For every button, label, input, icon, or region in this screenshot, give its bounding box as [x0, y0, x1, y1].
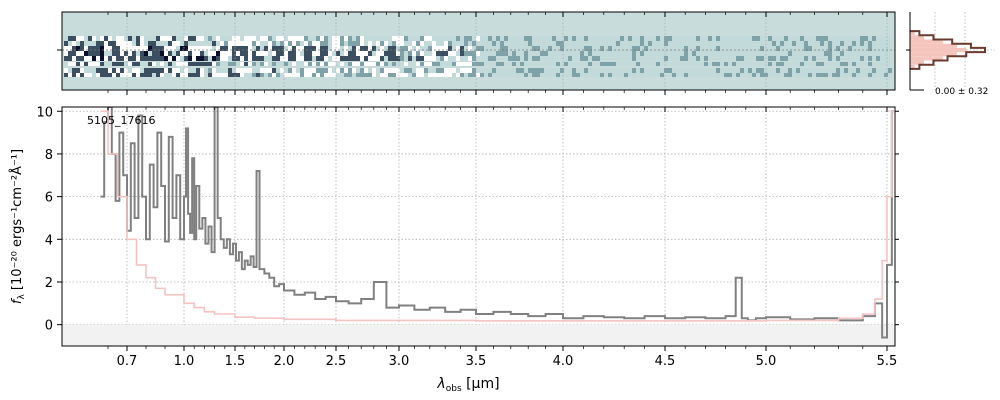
x-tick-label: 5.5 [877, 354, 898, 369]
y-axis-label: fλ [10⁻²⁰ ergs⁻¹cm⁻²Å⁻¹] [9, 149, 27, 304]
spectrum-2d-pixels [64, 36, 892, 77]
residual-histogram-panel: 0.00 ± 0.32 [906, 12, 995, 97]
x-tick-label: 1.5 [225, 354, 246, 369]
histogram-fill-bar [910, 56, 943, 61]
spectrum-1d-frame [61, 106, 896, 347]
histogram-fill-bar [910, 47, 967, 53]
histogram-fill-bars [910, 31, 967, 69]
histogram-fill-bar [910, 35, 925, 40]
x-tick-label: 4.5 [655, 354, 676, 369]
x-tick-label: 4.0 [553, 354, 574, 369]
series-group [100, 107, 894, 339]
histogram-fill-bar [910, 52, 957, 57]
x-tick-label: 0.7 [117, 354, 138, 369]
spectrum-2d-panel [57, 11, 896, 95]
x-tick-label: 2.0 [274, 354, 295, 369]
histogram-fill-bar [910, 31, 915, 36]
uncertainty-series-line [100, 110, 894, 322]
histogram-fill-bar [910, 39, 943, 44]
y-tick-label: 8 [45, 148, 53, 163]
x-tick-label: 3.5 [466, 354, 487, 369]
x-tick-label: 1.0 [174, 354, 195, 369]
flux-series-line [100, 107, 894, 339]
y-tick-label: 10 [36, 105, 53, 120]
histogram-fill-bar [910, 64, 915, 69]
object-id-annotation: 5105_17616 [87, 114, 156, 127]
y-tick-label: 4 [45, 233, 53, 248]
zero-band [62, 324, 895, 346]
spectrum-1d-panel: 0.7 1.0 1.5 2.0 2.5 3.0 3.5 4.0 4.5 5.0 5.5 0 2 4 6 8 10… [9, 105, 899, 394]
y-tick-label: 0 [45, 319, 53, 334]
x-axis-label: λobs [μm] [436, 376, 499, 394]
y-tick-label: 2 [45, 276, 53, 291]
histogram-stat-label: 0.00 ± 0.32 [935, 87, 988, 97]
x-tick-label: 5.0 [756, 354, 777, 369]
spectrum-2d-frame [61, 11, 896, 91]
x-tick-label: 3.0 [389, 354, 410, 369]
histogram-fill-bar [910, 43, 957, 48]
y-tick-label: 6 [45, 191, 53, 206]
histogram-step-line [910, 30, 986, 70]
x-tick-label: 2.5 [326, 354, 347, 369]
histogram-fill-bar [910, 60, 925, 65]
